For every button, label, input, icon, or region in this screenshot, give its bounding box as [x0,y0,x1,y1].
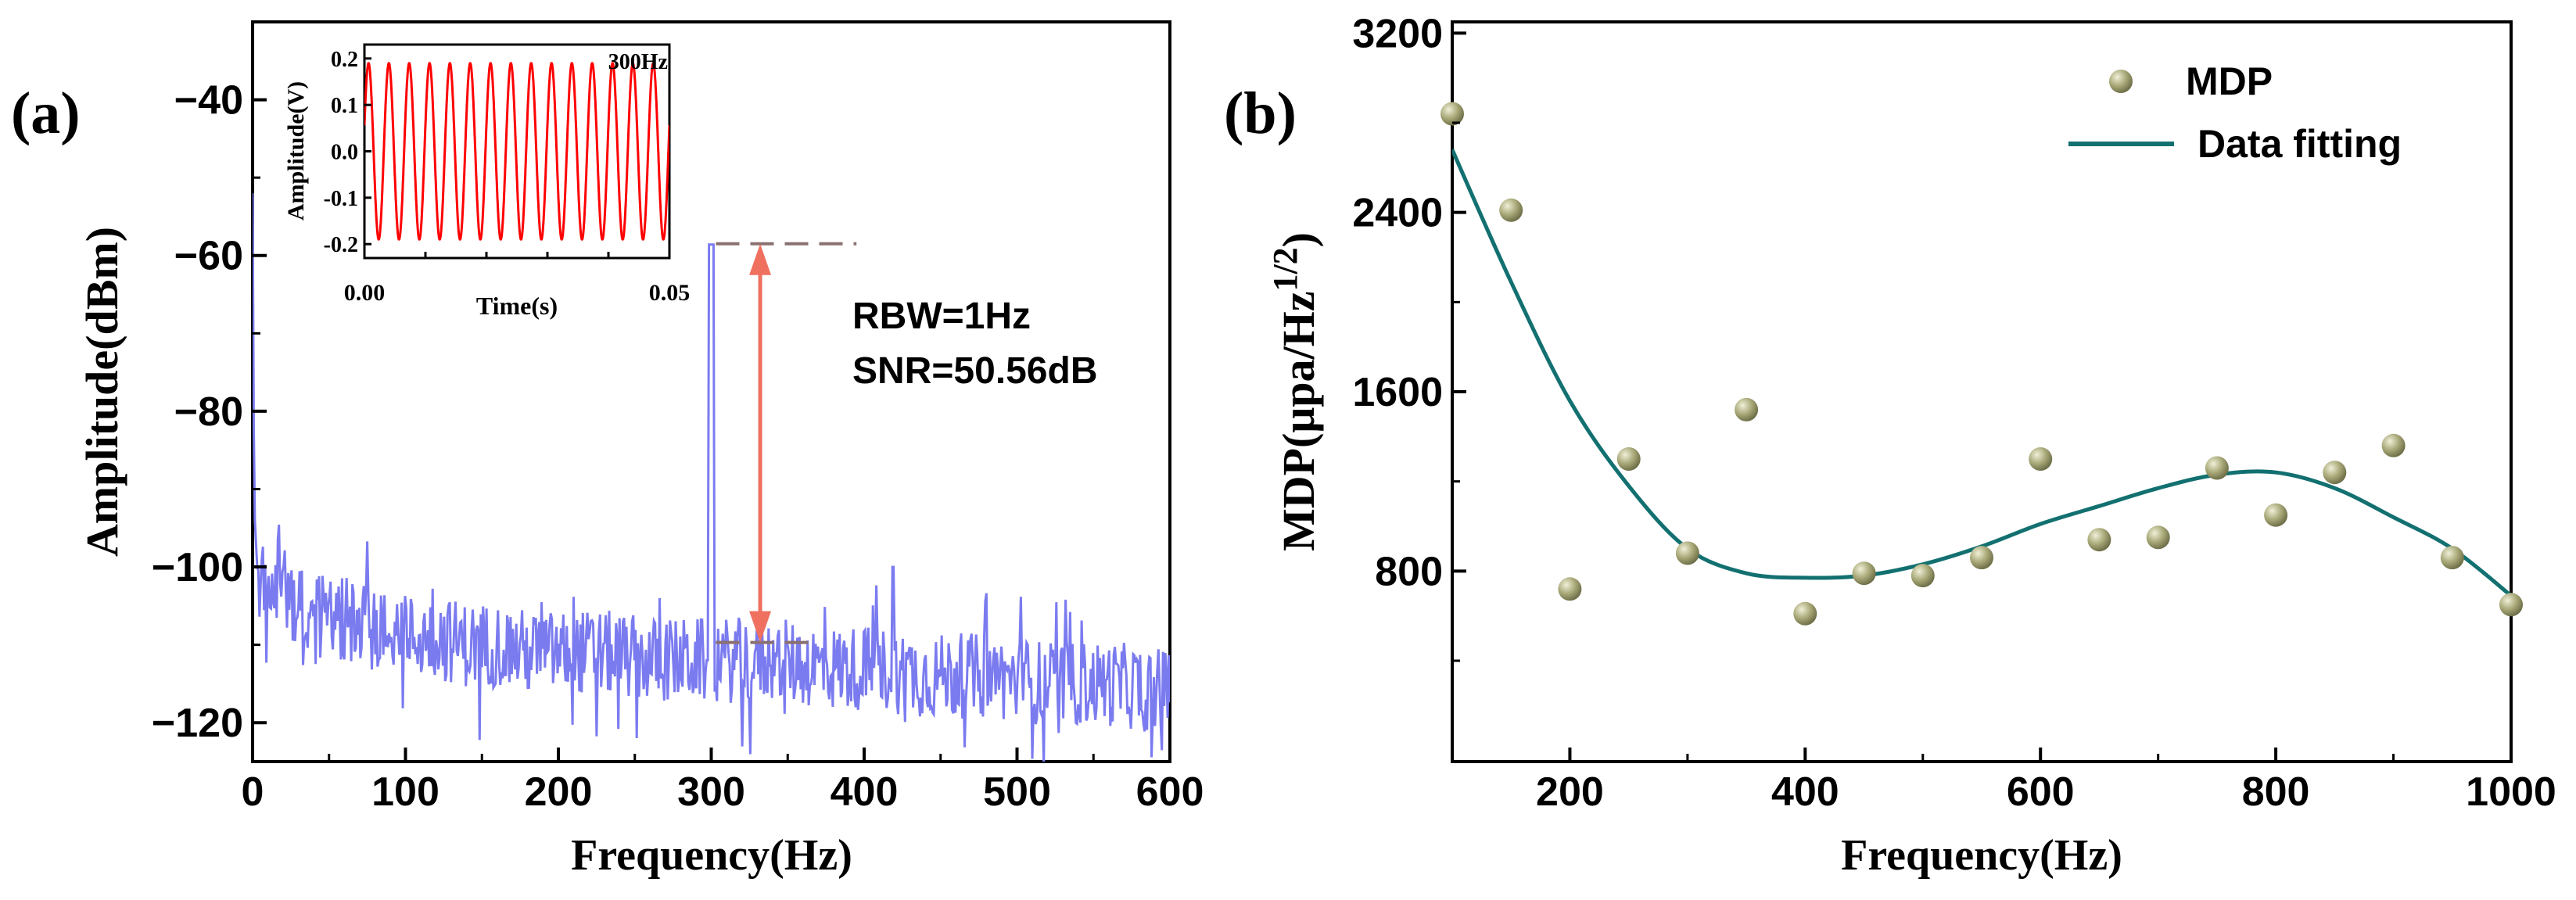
panel-b-ticks: 200 400 600 800 1000 800 1600 2400 3200 [1352,11,2556,815]
panel-b-xtick-label: 200 [1536,769,1604,815]
panel-a-xlabel: Frequency(Hz) [571,831,852,880]
inset-waveform [364,62,669,241]
mdp-point [2440,546,2464,570]
panel-a-xtick-label: 300 [677,769,745,815]
panel-b-ytick-label: 800 [1375,549,1443,594]
inset-ytick-label: 0.0 [331,141,358,165]
panel-b-xtick-label: 800 [2242,769,2310,815]
snr-label: SNR=50.56dB [852,350,1097,392]
panel-a-label: (a) [11,81,81,146]
mdp-point [1852,561,1876,586]
legend: MDP Data fitting [2068,59,2402,166]
mdp-point [2087,528,2111,552]
panel-a-xtick-label: 500 [983,769,1051,815]
snr-arrow-head-bottom [749,611,772,643]
panel-a-ticks: 0 100 200 300 400 500 600 −40 −60 −80 −100 −120 [152,78,1204,815]
inset-ytick-label: 0.1 [331,94,358,118]
panel-b-ylabel: MDP(μpa/Hz1/2) [1266,232,1324,551]
panel-b-ytick-label: 3200 [1352,11,1443,56]
mdp-point [1735,397,1759,421]
inset-ticks: 0.2 0.1 0.0 -0.1 -0.2 [324,48,610,258]
panel-b-xtick-label: 600 [2007,769,2075,815]
snr-arrow-head-top [749,243,772,275]
snr-annotation [716,242,857,644]
inset-xtick-1: 0.05 [649,280,691,306]
panel-b-xtick-label: 400 [1771,769,1839,815]
inset-xlabel: Time(s) [476,292,558,320]
mdp-point [2264,503,2288,527]
legend-fit-label: Data fitting [2197,122,2402,166]
panel-b-xlabel: Frequency(Hz) [1841,831,2122,880]
mdp-point [2381,433,2406,457]
panel-a-ytick-label: −40 [174,78,243,124]
mdp-point [1793,601,1817,626]
spectrum-trace [253,193,1170,762]
fit-curve [1452,149,2511,597]
inset-frequency-label: 300Hz [608,50,668,74]
inset-xtick-0: 0.00 [344,280,386,306]
panel-a: (a) 0 100 200 300 400 500 600 −40 −60 −80 −100 −120… [11,20,1204,880]
mdp-points [1440,102,2523,626]
panel-a-ytick-label: −80 [174,389,243,435]
panel-a-ytick-label: −60 [174,234,243,279]
legend-mdp-label: MDP [2186,59,2273,103]
panel-a-xtick-label: 200 [525,769,593,815]
inset-ylabel: Amplitude(V) [283,81,309,221]
mdp-point [1910,564,1935,588]
inset-ytick-label: 0.2 [331,48,358,72]
inset-ytick-label: -0.1 [324,187,358,211]
panel-a-xtick-label: 100 [371,769,439,815]
panel-b-xtick-label: 1000 [2466,769,2556,815]
panel-b-ytick-label: 2400 [1352,191,1443,236]
inset-time-domain: 0.2 0.1 0.0 -0.1 -0.2 300Hz 0.00 0.05 Time(s… [283,43,691,320]
panel-a-xtick-label: 600 [1136,769,1204,815]
rbw-label: RBW=1Hz [852,296,1031,337]
mdp-point [2499,593,2523,617]
mdp-point [2029,447,2053,471]
mdp-point [1970,546,1993,570]
mdp-point [1616,447,1641,471]
mdp-point [2323,461,2347,485]
panel-a-xtick-label: 0 [242,769,264,815]
panel-a-ytick-label: −120 [152,701,243,746]
panel-b-label: (b) [1224,81,1297,146]
mdp-point [1675,541,1699,565]
mdp-point [1499,198,1523,222]
mdp-point [1440,102,1464,126]
panel-b: (b) 200 400 600 800 1000 800 1600 2400 3200 MDP … [1224,11,2556,880]
panel-a-ylabel: Amplitude(dBm) [77,227,127,557]
panel-a-xtick-label: 400 [831,769,899,815]
legend-mdp-marker [2109,70,2133,93]
panel-a-ytick-label: −100 [152,545,243,590]
panel-b-ytick-label: 1600 [1352,370,1443,415]
mdp-point [1558,577,1582,601]
mdp-point [2146,525,2170,550]
inset-ytick-label: -0.2 [324,233,358,257]
mdp-point [2205,456,2229,480]
